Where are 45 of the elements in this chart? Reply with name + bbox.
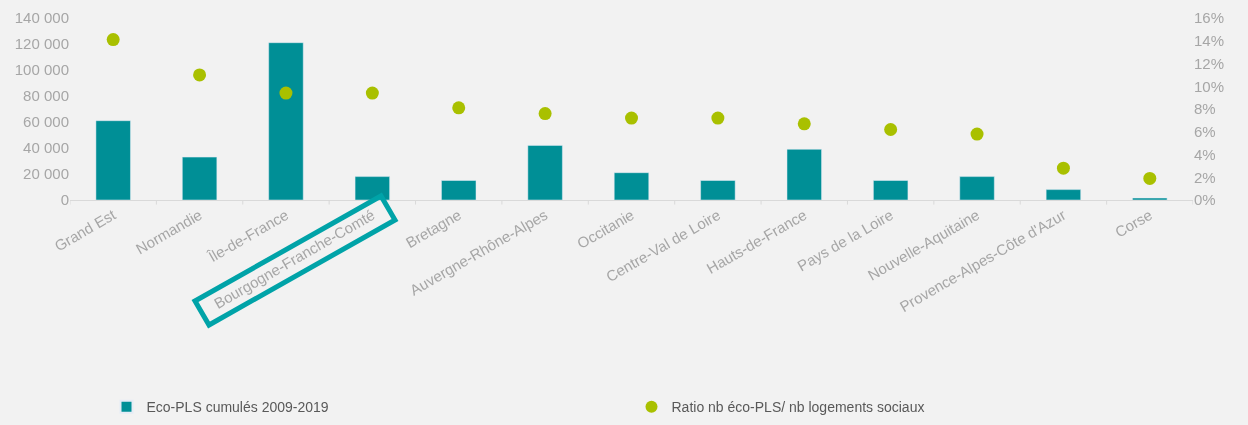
y-tick-label: 60 000 xyxy=(23,113,69,131)
y-tick-label: 80 000 xyxy=(23,87,69,105)
bar xyxy=(95,120,131,200)
point xyxy=(365,86,379,100)
point xyxy=(1143,171,1157,185)
point xyxy=(452,101,466,115)
bar xyxy=(441,180,477,200)
bar xyxy=(873,180,909,200)
point xyxy=(884,122,898,136)
bar xyxy=(268,42,304,200)
legend-label: Ratio nb éco-PLS/ nb logements sociaux xyxy=(671,399,925,416)
legend-label: Eco-PLS cumulés 2009-2019 xyxy=(146,399,329,416)
bar xyxy=(182,156,218,200)
point xyxy=(106,33,120,47)
bar xyxy=(700,180,736,200)
y2-tick-label: 14% xyxy=(1194,32,1225,49)
point xyxy=(279,86,293,100)
y2-tick-label: 12% xyxy=(1194,54,1225,72)
y2-tick-label: 0% xyxy=(1194,191,1216,209)
bar xyxy=(527,145,563,200)
bar xyxy=(613,172,650,200)
y-tick-label: 0 xyxy=(60,191,69,209)
point xyxy=(625,111,638,125)
x-tick-label: Corse xyxy=(1111,205,1156,241)
y2-tick-label: 6% xyxy=(1194,123,1216,140)
y-tick-label: 100 000 xyxy=(14,61,69,79)
point xyxy=(538,107,552,121)
bar xyxy=(786,149,822,200)
point xyxy=(711,111,725,125)
bar xyxy=(354,176,390,200)
y2-tick-label: 2% xyxy=(1194,168,1216,186)
point xyxy=(193,68,207,82)
y2-tick-label: 4% xyxy=(1194,145,1216,163)
y2-tick-label: 16% xyxy=(1194,9,1225,27)
y-tick-label: 120 000 xyxy=(14,35,69,53)
point xyxy=(797,117,811,131)
point xyxy=(1056,161,1070,175)
bar xyxy=(959,176,995,200)
bar xyxy=(1045,189,1081,200)
y2-tick-label: 8% xyxy=(1194,100,1216,118)
y-tick-label: 40 000 xyxy=(23,139,69,157)
y2-tick-label: 10% xyxy=(1194,77,1225,95)
y-tick-label: 20 000 xyxy=(23,165,69,183)
y-tick-label: 140 000 xyxy=(14,9,69,27)
point xyxy=(970,127,984,141)
